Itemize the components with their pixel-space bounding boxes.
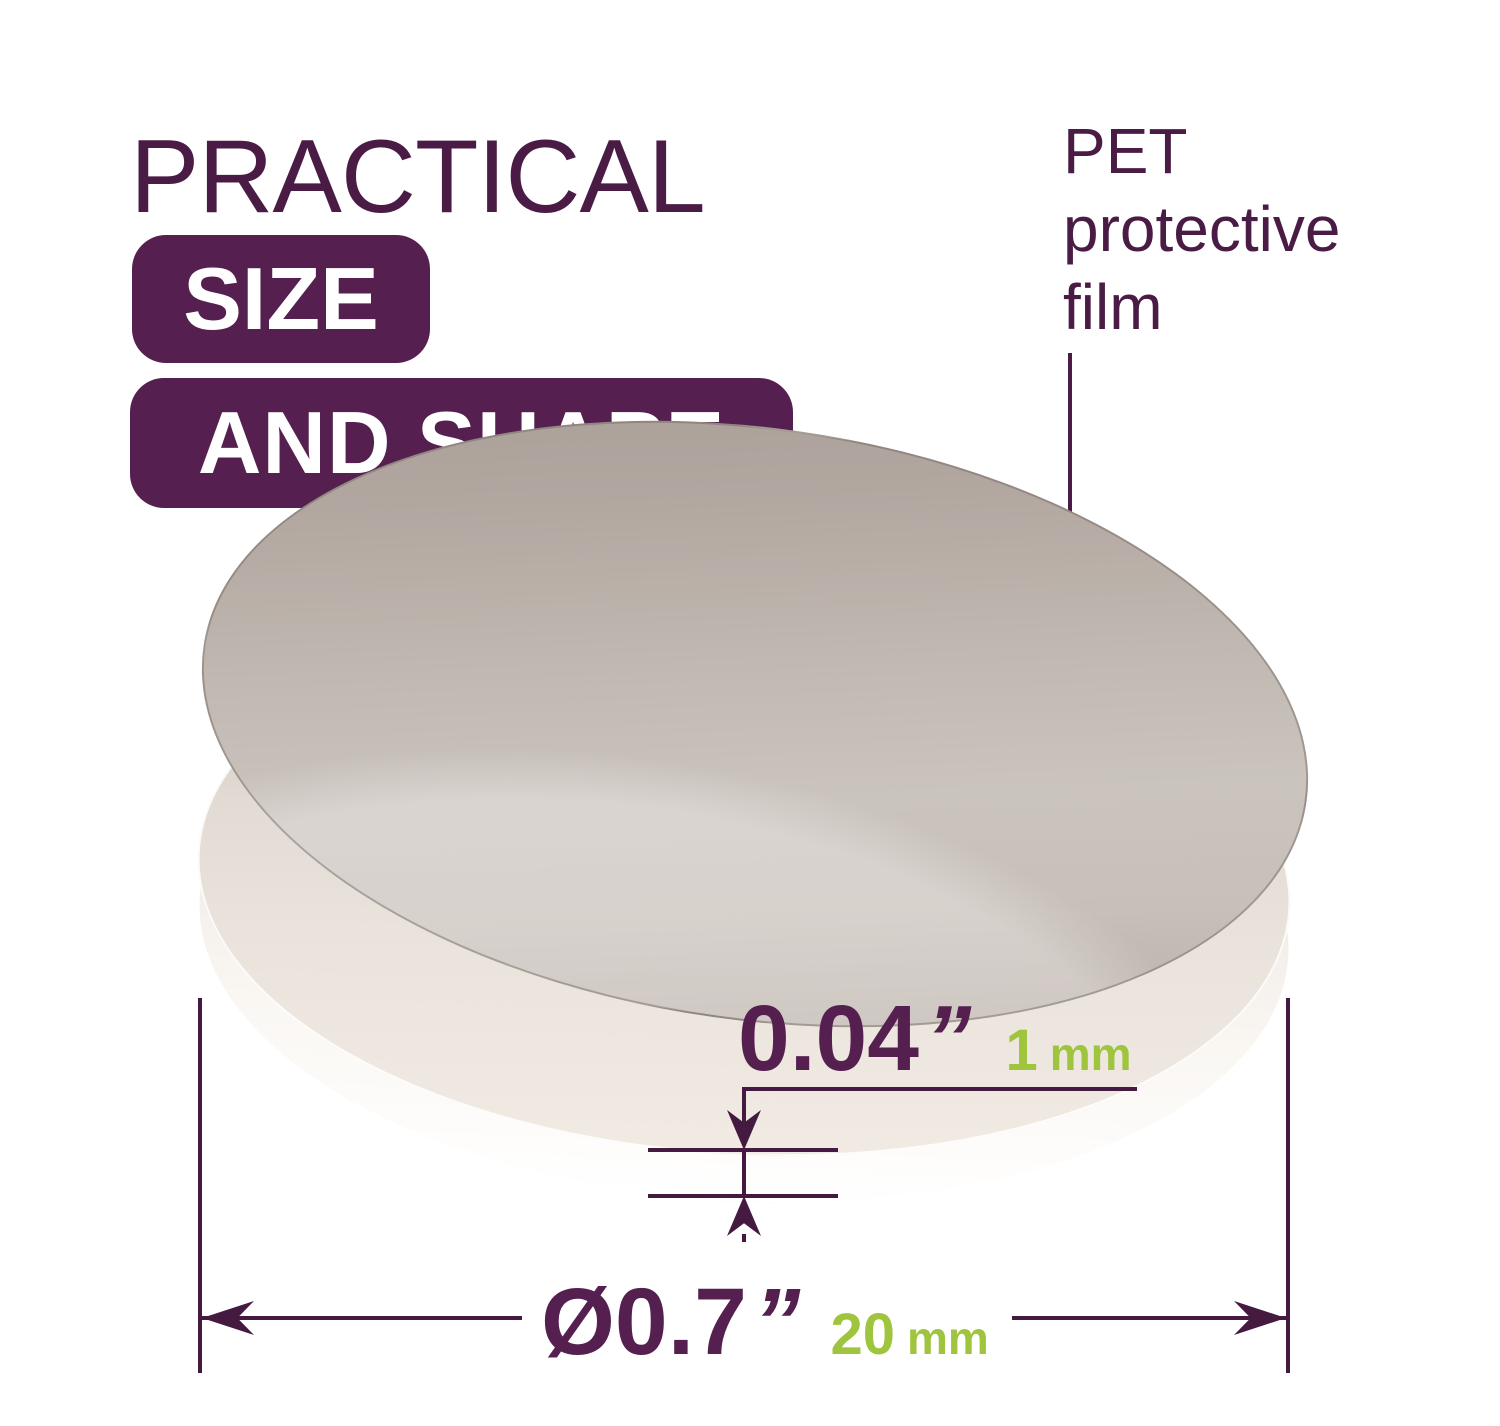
diameter-extension-line-right xyxy=(1286,998,1290,1373)
size-badge-label: SIZE xyxy=(183,249,379,348)
callout-leader-line xyxy=(1068,353,1072,565)
size-badge: SIZE xyxy=(132,235,430,363)
diameter-dimension-line-left xyxy=(202,1316,522,1320)
page-title: PRACTICAL xyxy=(130,119,706,235)
diameter-dimension-label: Ø 0.7 ” 20 mm xyxy=(541,1268,989,1377)
thickness-inch-mark: ” xyxy=(925,986,972,1090)
thickness-arrow-shaft-upper xyxy=(742,1087,746,1125)
thickness-arrow-shaft-lower xyxy=(742,1234,746,1242)
diameter-inch-mark: ” xyxy=(752,1269,801,1375)
diameter-symbol-icon: Ø xyxy=(541,1269,615,1375)
thickness-arrow-shaft-middle xyxy=(742,1150,746,1198)
thickness-dimension-label: 0.04 ” 1 mm xyxy=(738,985,1132,1092)
diameter-metric-unit: mm xyxy=(907,1312,989,1364)
diameter-extension-line-left xyxy=(198,998,202,1373)
diameter-dimension-line-right xyxy=(1012,1316,1286,1320)
thickness-leader-horizontal-line xyxy=(742,1087,1137,1091)
pet-film-callout: PET protective film xyxy=(1063,112,1340,346)
thickness-imperial-value: 0.04 xyxy=(738,986,920,1090)
pet-film-callout-line1: PET xyxy=(1063,115,1188,187)
pet-film-callout-line2: protective xyxy=(1063,193,1341,265)
pet-film-callout-line3: film xyxy=(1063,271,1163,343)
diameter-imperial-value: 0.7 xyxy=(614,1269,747,1375)
thickness-metric-value: 1 xyxy=(1005,1018,1038,1083)
thickness-metric-unit: mm xyxy=(1049,1028,1132,1080)
diameter-metric-value: 20 xyxy=(830,1302,895,1367)
